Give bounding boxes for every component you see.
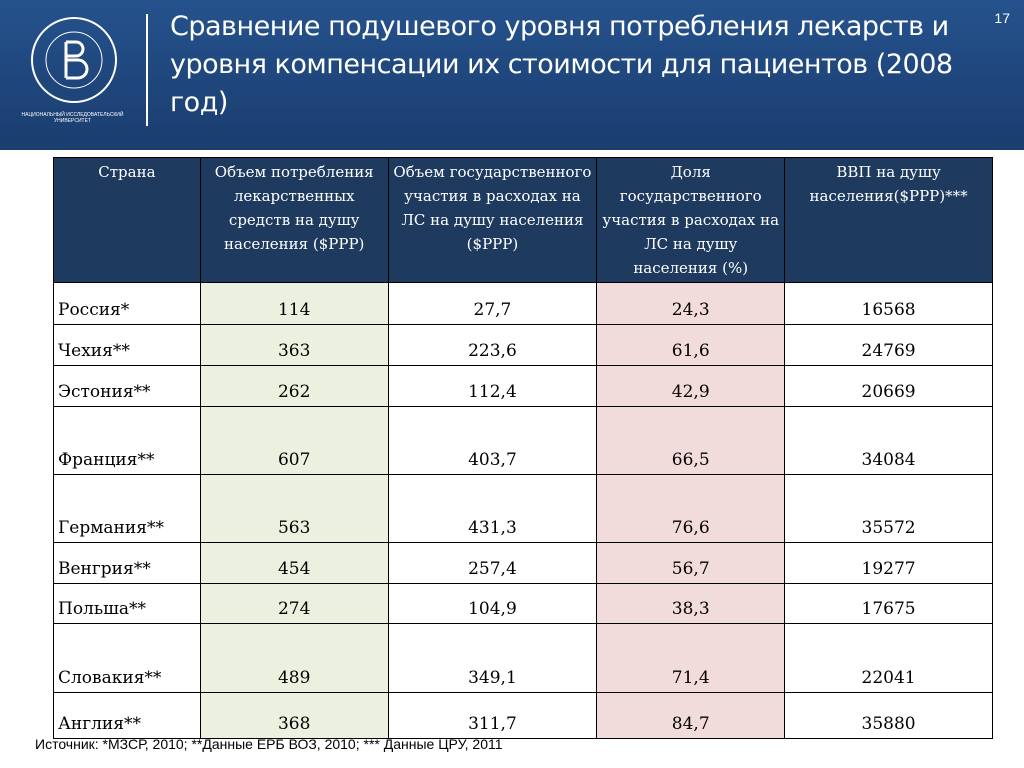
table-cell: 61,6 bbox=[596, 324, 786, 366]
table-cell: Словакия** bbox=[53, 623, 201, 693]
table-cell: 35880 bbox=[784, 692, 993, 739]
table-row: Чехия** 363 223,6 61,6 24769 bbox=[53, 324, 993, 366]
table-cell: 84,7 bbox=[596, 692, 786, 739]
header-band bbox=[0, 0, 1024, 150]
table-cell: 16568 bbox=[784, 282, 993, 325]
logo-caption: НАЦИОНАЛЬНЫЙ ИССЛЕДОВАТЕЛЬСКИЙ bbox=[21, 112, 124, 118]
table-cell: 431,3 bbox=[387, 474, 598, 543]
table-cell: 223,6 bbox=[387, 324, 598, 366]
table-cell: 454 bbox=[199, 542, 389, 584]
data-table: Страна Объем потребления лекарственных ср… bbox=[53, 157, 993, 739]
table-cell: 22041 bbox=[784, 623, 993, 693]
column-header: ВВП на душу населения($PPP)*** bbox=[784, 157, 993, 283]
table-cell: 19277 bbox=[784, 542, 993, 584]
table-cell: 56,7 bbox=[596, 542, 786, 584]
table-cell: 38,3 bbox=[596, 583, 786, 624]
table-cell: 27,7 bbox=[387, 282, 598, 325]
source-note: Источник: *МЗСР, 2010; **Данные ЕРБ ВОЗ,… bbox=[35, 736, 503, 752]
table-row: Польша** 274 104,9 38,3 17675 bbox=[53, 583, 993, 624]
table-cell: 112,4 bbox=[387, 365, 598, 407]
table-row: Россия* 114 27,7 24,3 16568 bbox=[53, 282, 993, 325]
table-cell: Англия** bbox=[53, 692, 201, 739]
table-cell: Германия** bbox=[53, 474, 201, 543]
table-row: Эстония** 262 112,4 42,9 20669 bbox=[53, 365, 993, 407]
table-cell: Венгрия** bbox=[53, 542, 201, 584]
table-cell: 20669 bbox=[784, 365, 993, 407]
table-row: Венгрия** 454 257,4 56,7 19277 bbox=[53, 542, 993, 584]
table-cell: 71,4 bbox=[596, 623, 786, 693]
table-cell: 311,7 bbox=[387, 692, 598, 739]
table-cell: Польша** bbox=[53, 583, 201, 624]
table-cell: 114 bbox=[199, 282, 389, 325]
table-cell: 24,3 bbox=[596, 282, 786, 325]
table-row: Англия** 368 311,7 84,7 35880 bbox=[53, 692, 993, 739]
column-header: Страна bbox=[53, 157, 201, 283]
table-cell: 368 bbox=[199, 692, 389, 739]
column-header: Доля государственного участия в расходах… bbox=[596, 157, 786, 283]
table-cell: Эстония** bbox=[53, 365, 201, 407]
table-row: Германия** 563 431,3 76,6 35572 bbox=[53, 474, 993, 543]
logo-caption: УНИВЕРСИТЕТ bbox=[54, 118, 91, 124]
divider bbox=[146, 14, 148, 126]
logo bbox=[31, 17, 117, 103]
table-row: Франция** 607 403,7 66,5 34084 bbox=[53, 406, 993, 475]
column-header: Объем государственного участия в расхода… bbox=[387, 157, 598, 283]
table-row: Словакия** 489 349,1 71,4 22041 bbox=[53, 623, 993, 693]
table-cell: 42,9 bbox=[596, 365, 786, 407]
table-cell: 607 bbox=[199, 406, 389, 475]
table-cell: 363 bbox=[199, 324, 389, 366]
slide-title: Сравнение подушевого уровня потребления … bbox=[170, 11, 953, 118]
table-cell: 349,1 bbox=[387, 623, 598, 693]
table-cell: 35572 bbox=[784, 474, 993, 543]
table-cell: 257,4 bbox=[387, 542, 598, 584]
column-header: Объем потребления лекарственных средств … bbox=[199, 157, 389, 283]
table-cell: 104,9 bbox=[387, 583, 598, 624]
table-cell: 563 bbox=[199, 474, 389, 543]
table-cell: 274 bbox=[199, 583, 389, 624]
table-cell: 66,5 bbox=[596, 406, 786, 475]
page-number: 17 bbox=[994, 10, 1010, 26]
header-row: Страна Объем потребления лекарственных ср… bbox=[53, 157, 993, 283]
table-cell: 403,7 bbox=[387, 406, 598, 475]
table-cell: 489 bbox=[199, 623, 389, 693]
table-cell: 24769 bbox=[784, 324, 993, 366]
table-cell: Франция** bbox=[53, 406, 201, 475]
table-cell: Россия* bbox=[53, 282, 201, 325]
table-cell: 262 bbox=[199, 365, 389, 407]
table-cell: 34084 bbox=[784, 406, 993, 475]
table-cell: Чехия** bbox=[53, 324, 201, 366]
table-cell: 76,6 bbox=[596, 474, 786, 543]
table-cell: 17675 bbox=[784, 583, 993, 624]
